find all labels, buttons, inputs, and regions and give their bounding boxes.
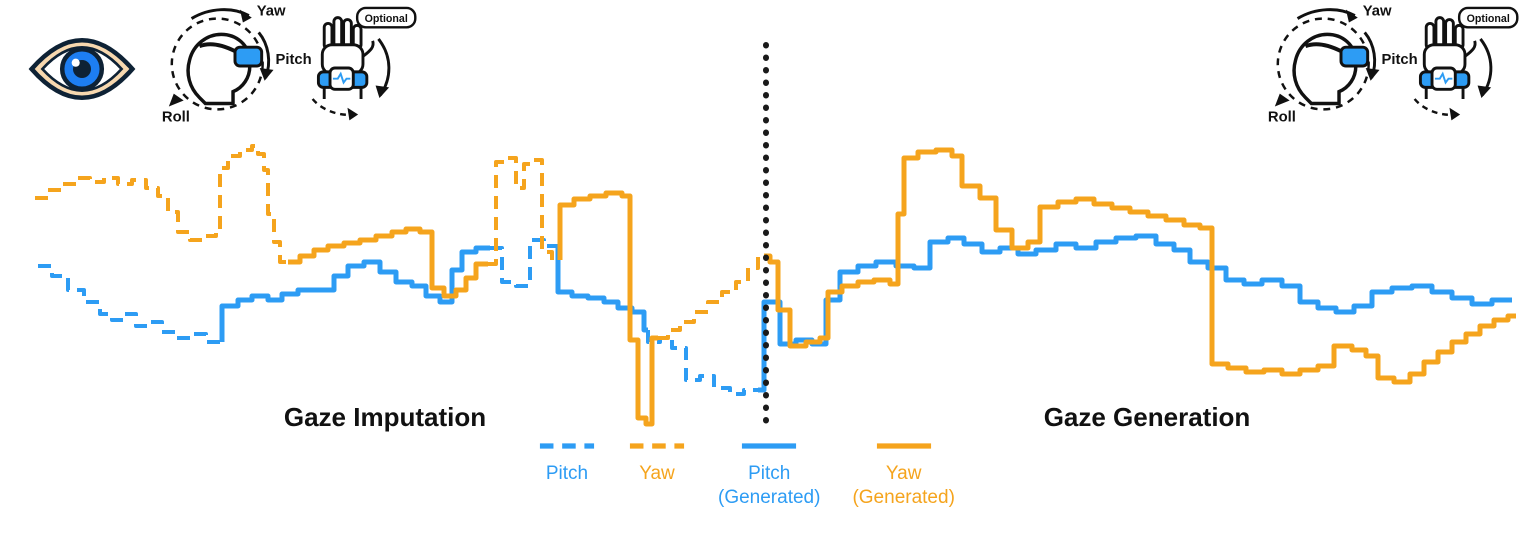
roll-arrowhead bbox=[1274, 93, 1290, 107]
legend-swatch bbox=[742, 443, 797, 449]
vr-headset-rotation-icon: Yaw Pitch Roll bbox=[1262, 0, 1420, 126]
legend-swatch bbox=[876, 443, 931, 449]
headset-strap bbox=[198, 42, 236, 53]
legend-label: Pitch bbox=[748, 463, 791, 484]
thumb bbox=[362, 40, 375, 58]
vr-goggles bbox=[233, 45, 264, 68]
roll-label: Roll bbox=[1268, 109, 1296, 125]
pitch-label: Pitch bbox=[275, 52, 311, 68]
optional-tag bbox=[1457, 6, 1519, 29]
wrist-lines bbox=[1424, 87, 1465, 99]
rotation-arrowhead bbox=[1477, 85, 1492, 99]
yaw-label: Yaw bbox=[257, 4, 286, 20]
section-label-generation: Gaze Generation bbox=[1043, 402, 1251, 432]
rotation-arrowhead bbox=[347, 107, 359, 121]
headset-strap bbox=[1304, 42, 1342, 53]
legend-item: Pitch bbox=[538, 440, 596, 486]
legend: Pitch Yaw Pitch (Generated) Yaw (Generat… bbox=[538, 440, 955, 510]
wrist-lines bbox=[322, 87, 363, 99]
yaw-arrowhead bbox=[1345, 9, 1358, 23]
rotation-arrowhead bbox=[1449, 107, 1461, 121]
optional-tag bbox=[355, 6, 417, 29]
vr-headset-rotation-icon: Yaw Pitch Roll bbox=[156, 0, 314, 126]
legend-label: Pitch bbox=[545, 463, 589, 484]
pitch-arrowhead bbox=[1365, 67, 1380, 81]
wrist-watch-hand-icon: Optional bbox=[302, 6, 422, 130]
yaw-label: Yaw bbox=[1363, 4, 1392, 20]
legend-label: Yaw bbox=[639, 463, 675, 484]
vr-goggles bbox=[1339, 45, 1370, 68]
legend-swatch bbox=[539, 443, 595, 449]
legend-label: Yaw bbox=[885, 463, 922, 484]
wrist-watch-hand-icon: Optional bbox=[1404, 6, 1524, 130]
legend-swatch bbox=[629, 443, 685, 449]
legend-item: Pitch (Generated) bbox=[718, 440, 820, 510]
heartbeat-waveform bbox=[1434, 71, 1453, 85]
roll-label: Roll bbox=[162, 109, 190, 125]
yaw-arrowhead bbox=[239, 9, 252, 23]
heartbeat-waveform bbox=[332, 71, 351, 85]
rotation-dashed-circle bbox=[170, 17, 264, 111]
section-label-imputation: Gaze Imputation bbox=[283, 402, 487, 432]
legend-item: Yaw (Generated) bbox=[852, 440, 955, 510]
roll-arrowhead bbox=[168, 93, 184, 107]
legend-label-line2: (Generated) bbox=[718, 486, 821, 508]
legend-item: Yaw bbox=[628, 440, 686, 486]
thumb bbox=[1464, 40, 1477, 58]
rotation-dashed-circle bbox=[1276, 17, 1370, 111]
legend-label-line2: (Generated) bbox=[852, 486, 955, 508]
optional-label: Optional bbox=[365, 13, 408, 25]
pitch-label: Pitch bbox=[1381, 52, 1417, 68]
pitch-arrowhead bbox=[259, 67, 274, 81]
eye-icon bbox=[28, 32, 136, 106]
optional-label: Optional bbox=[1467, 13, 1510, 25]
rotation-arrowhead bbox=[375, 85, 390, 99]
